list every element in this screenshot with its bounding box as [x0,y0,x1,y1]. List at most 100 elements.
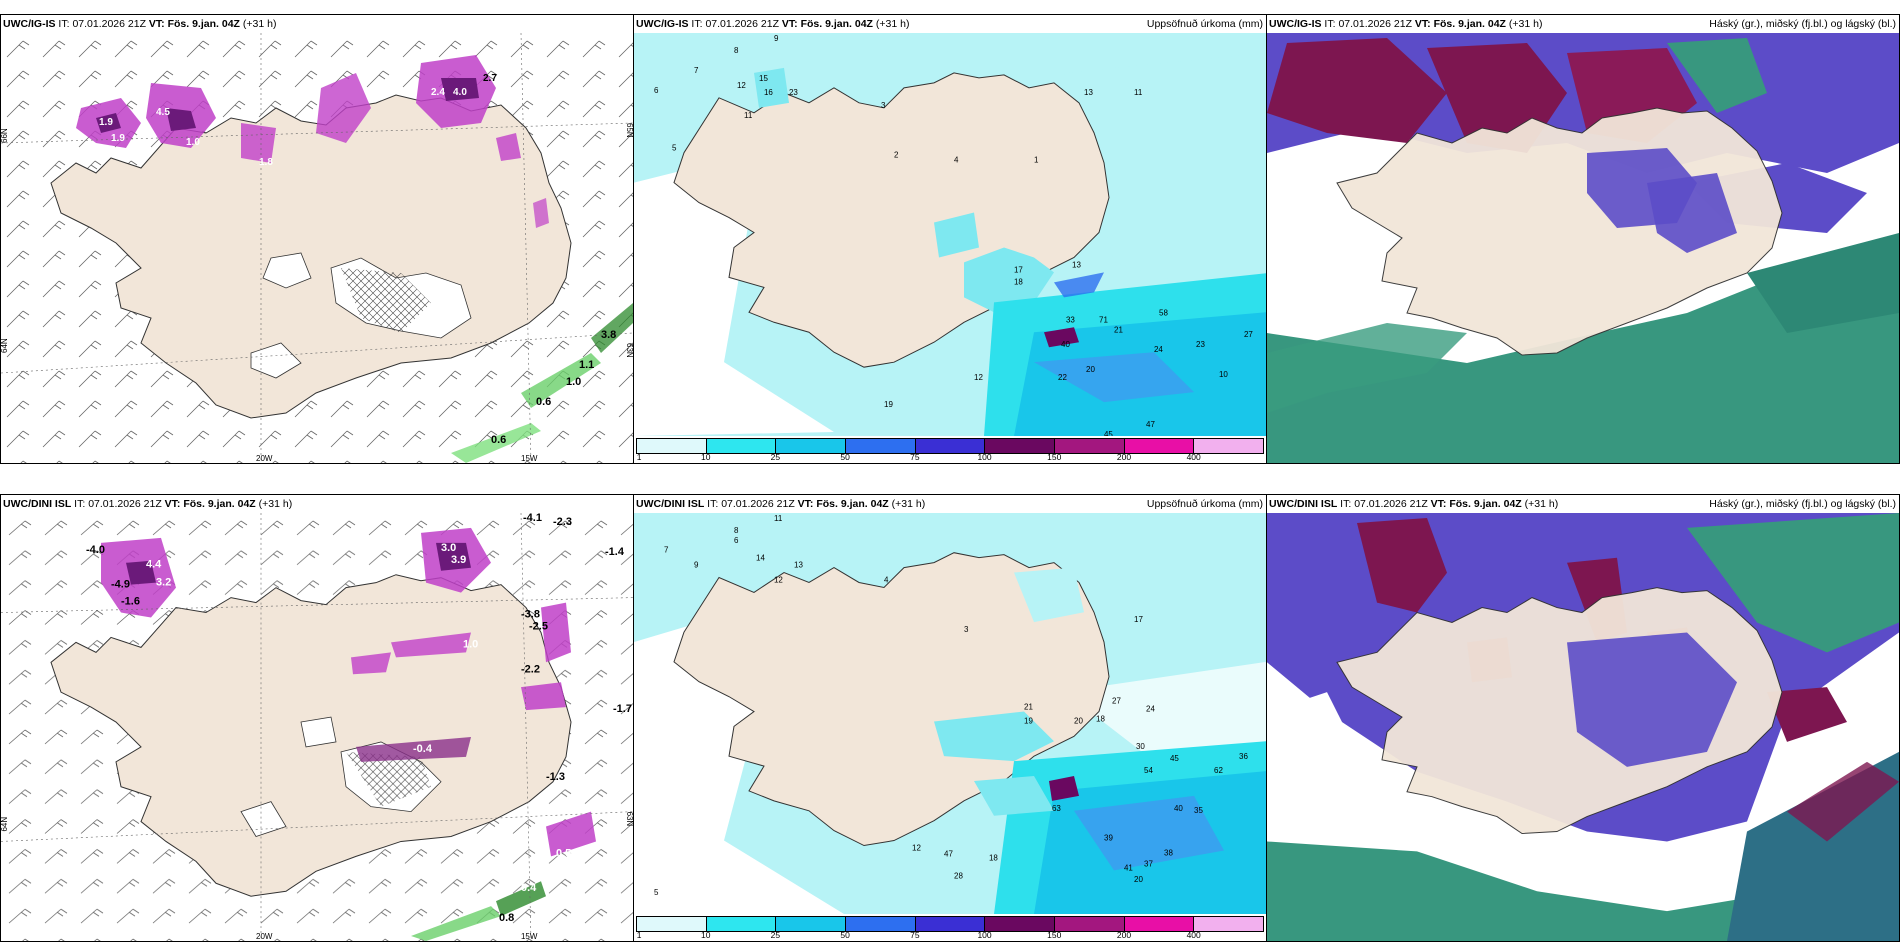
colorbar-label: 25 [770,930,781,940]
colorbar-label: 400 [1186,452,1201,462]
map-value: 23 [789,88,798,97]
map-value: 19 [1024,716,1033,725]
colorbar-label: 10 [700,930,711,940]
map-value: 11 [774,514,783,523]
map-area[interactable]: 9 7 8 6 5 12 15 16 23 11 3 2 4 1 13 11 1… [634,33,1266,436]
map-value: 40 [1174,804,1183,813]
map-area[interactable]: 2.7 2.4 4.0 1.9 4.5 1.9 1.8 1.0 1.1 1.0 … [1,33,633,463]
map-value: 13 [1072,260,1081,269]
colorbar-swatch [1123,917,1194,931]
map-value: 24 [1146,705,1155,714]
map-value: 8 [734,526,739,535]
map-value: 58 [1159,308,1168,317]
map-value: 1.8 [259,157,273,168]
map-value: -4.0 [86,544,105,556]
colorbar-label: 200 [1116,930,1132,940]
map-value: -1.6 [121,596,140,608]
colorbar: 1 10 25 50 75 100 150 200 400 [634,436,1266,463]
colorbar-label: 75 [910,930,920,940]
map-value: 1.0 [566,376,581,388]
panel-title: UWC/IG-IS IT: 07.01.2026 21Z VT: Fös. 9.… [3,18,277,30]
map-value: 2.4 [431,87,445,98]
map-value: 0.4 [521,882,537,894]
map-value: 17 [1134,615,1143,624]
map-value: 2.7 [483,73,497,84]
map-value: -1.4 [605,546,625,558]
map-value: 8 [734,46,739,55]
map-value: 47 [1146,420,1155,429]
colorbar-label: 200 [1116,452,1132,462]
colorbar-swatch [984,917,1055,931]
map-area[interactable] [1267,513,1899,941]
colorbar-swatch [1193,439,1264,453]
map-area[interactable]: 11 8 6 14 12 7 5 4 3 17 21 19 20 18 27 2… [634,513,1266,914]
map-value: 13 [794,561,803,570]
lat-label: 63N [625,812,633,827]
map-value: 45 [1170,754,1179,763]
map-value: 45 [1104,430,1113,436]
map-value: 0.6 [491,434,506,446]
map-value: 23 [1196,340,1205,349]
map-value: -2.2 [521,663,540,675]
map-value: 38 [1164,848,1173,857]
map-value: 1 [1034,156,1039,165]
map-value: 4.5 [156,107,170,118]
map-value: 0.5 [556,847,571,859]
map-value: 7 [664,546,669,555]
lat-label: 66N [1,128,9,143]
map-value: 12 [974,373,983,382]
map-value: 54 [1144,766,1153,775]
map-value: 3.2 [156,577,171,589]
map-value: 41 [1124,863,1133,872]
map-area[interactable]: -4.0 -4.9 -1.6 3.2 4.4 3.9 3.0 -4.1 -2.3… [1,513,633,941]
map-value: 24 [1154,345,1163,354]
map-value: -2.3 [553,516,572,528]
colorbar-label: 1 [636,930,642,940]
lon-label: 20W [256,454,273,463]
colorbar-swatch [705,917,776,931]
map-value: 12 [912,844,921,853]
map-value: 5 [672,144,677,153]
map-value: 4.4 [146,559,162,571]
map-value: 13 [1084,88,1093,97]
map-value: 3 [881,101,886,110]
panel-field-title: Uppsöfnuð úrkoma (mm) [1146,498,1263,510]
map-value: 16 [764,88,773,97]
map-panel-dini-clouds: UWC/DINI ISL IT: 07.01.2026 21Z VT: Fös.… [1266,494,1900,942]
map-value: -1.3 [546,771,565,783]
colorbar-label: 50 [840,452,850,462]
map-value: 15 [759,74,768,83]
colorbar-swatch [914,917,985,931]
map-value: 21 [1114,325,1123,334]
colorbar-swatch [984,439,1055,453]
map-value: 17 [1014,265,1023,274]
map-value: -4.1 [523,513,542,524]
map-value: 71 [1099,315,1108,324]
map-value: 9 [774,34,779,43]
map-value: 19 [884,400,893,409]
panel-title: UWC/DINI ISL IT: 07.01.2026 21Z VT: Fös.… [1269,498,1559,510]
map-value: 2 [894,151,899,160]
map-panel-igis-clouds: UWC/IG-IS IT: 07.01.2026 21Z VT: Fös. 9.… [1266,14,1900,464]
map-value: 1.0 [186,137,200,148]
colorbar-swatch [845,917,915,931]
map-value: 12 [737,81,746,90]
map-value: -2.5 [529,620,548,632]
map-panel-igis-wind: UWC/IG-IS IT: 07.01.2026 21Z VT: Fös. 9.… [0,14,634,464]
map-area[interactable] [1267,33,1899,463]
colorbar-label: 150 [1047,452,1062,462]
map-value: 18 [1096,714,1105,723]
colorbar-label: 100 [977,930,992,940]
colorbar-label: 100 [977,452,992,462]
colorbar-label: 10 [700,452,711,462]
map-value: 20 [1134,875,1143,884]
colorbar-label: 1 [636,452,642,462]
colorbar-swatch [914,439,985,453]
map-value: 63 [1052,804,1061,813]
map-value: 3.9 [451,554,466,566]
map-value: 33 [1066,315,1075,324]
colorbar-swatch [1193,917,1264,931]
map-value: 37 [1144,859,1153,868]
map-value: 11 [744,111,753,120]
map-value: 27 [1244,330,1253,339]
